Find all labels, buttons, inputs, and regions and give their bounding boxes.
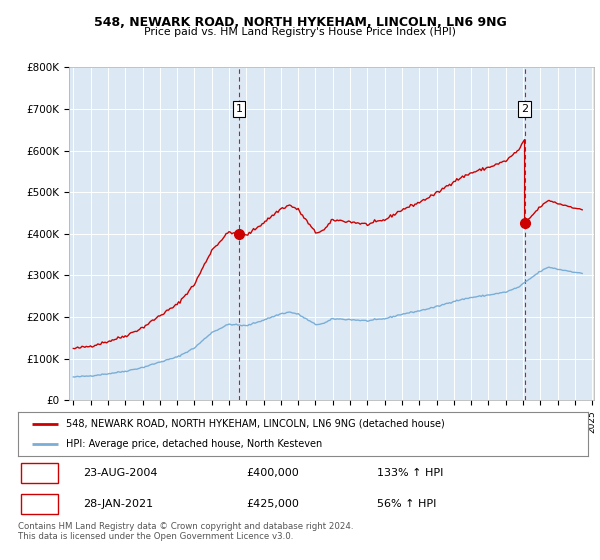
Text: Contains HM Land Registry data © Crown copyright and database right 2024.
This d: Contains HM Land Registry data © Crown c… [18, 522, 353, 542]
Text: Price paid vs. HM Land Registry's House Price Index (HPI): Price paid vs. HM Land Registry's House … [144, 27, 456, 37]
Text: 23-AUG-2004: 23-AUG-2004 [83, 468, 158, 478]
Text: HPI: Average price, detached house, North Kesteven: HPI: Average price, detached house, Nort… [67, 439, 323, 449]
Text: 1: 1 [35, 466, 43, 479]
FancyBboxPatch shape [21, 463, 58, 483]
Text: 56% ↑ HPI: 56% ↑ HPI [377, 500, 436, 510]
Text: 2: 2 [521, 104, 528, 114]
Text: 28-JAN-2021: 28-JAN-2021 [83, 500, 154, 510]
Text: £400,000: £400,000 [246, 468, 299, 478]
FancyBboxPatch shape [21, 494, 58, 515]
Text: £425,000: £425,000 [246, 500, 299, 510]
Text: 133% ↑ HPI: 133% ↑ HPI [377, 468, 443, 478]
Text: 548, NEWARK ROAD, NORTH HYKEHAM, LINCOLN, LN6 9NG (detached house): 548, NEWARK ROAD, NORTH HYKEHAM, LINCOLN… [67, 419, 445, 429]
Text: 1: 1 [236, 104, 242, 114]
Text: 548, NEWARK ROAD, NORTH HYKEHAM, LINCOLN, LN6 9NG: 548, NEWARK ROAD, NORTH HYKEHAM, LINCOLN… [94, 16, 506, 29]
Text: 2: 2 [35, 498, 43, 511]
